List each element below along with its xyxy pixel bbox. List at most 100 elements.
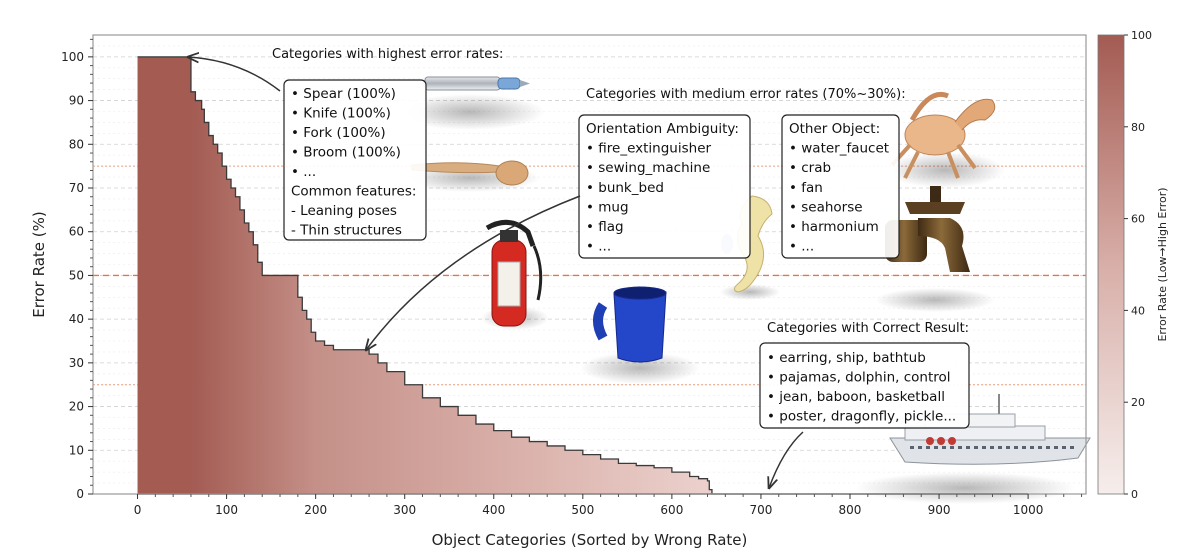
plot-area: Categories with highest error rates: • Sp…: [92, 34, 1091, 504]
drop-shadow: [395, 94, 545, 130]
ship-window: [1030, 446, 1034, 449]
spear-shaft: [424, 76, 501, 91]
plot-frame: [92, 34, 1087, 495]
y-tick-label: 70: [69, 181, 84, 195]
y-tick-label: 20: [69, 400, 84, 414]
ship-window: [950, 446, 954, 449]
object-images: [395, 76, 1091, 504]
ship-hull: [889, 437, 1091, 465]
correct-line: • jean, baboon, basketball: [767, 389, 945, 405]
drop-shadow: [875, 288, 995, 312]
colorbar-tick-label: 60: [1131, 213, 1145, 226]
mug-body: [613, 291, 667, 363]
highest-line: • ...: [291, 164, 316, 180]
x-tick-label: 500: [571, 503, 594, 517]
colorbar-label: Error Rate (Low→High Error): [1156, 187, 1169, 341]
faucet-spout: [918, 218, 970, 272]
extinguisher-hose-lower: [532, 245, 543, 301]
y-axis-title: Error Rate (%): [30, 211, 48, 317]
crab-shell: [904, 114, 966, 156]
x-tick-label: 800: [839, 503, 862, 517]
orientation-line: • sewing_machine: [586, 160, 710, 176]
orientation-box: [578, 114, 751, 259]
correct-line: • earring, ship, bathtub: [767, 350, 926, 366]
ship-window: [998, 446, 1002, 449]
colorbar: 0 20 40 60 80 100 Error Rate (Low→High Error): [1097, 29, 1169, 501]
ship-window: [982, 446, 986, 449]
faucet-wing: [905, 202, 965, 214]
y-tick-label: 90: [69, 94, 84, 108]
highest-line: • Spear (100%): [291, 86, 396, 102]
highest-heading: Categories with highest error rates:: [272, 47, 503, 62]
highest-line: • Broom (100%): [291, 145, 401, 161]
extinguisher-hose: [485, 219, 536, 247]
x-tick-label: 600: [660, 503, 683, 517]
orientation-line: • mug: [586, 199, 629, 215]
spear-tip: [520, 80, 530, 87]
ship-window: [942, 446, 946, 449]
ship-window: [934, 446, 938, 449]
spear-grip: [497, 77, 521, 90]
error-rate-line: [137, 56, 1029, 495]
drop-shadow: [720, 284, 780, 300]
ship-window: [918, 446, 922, 449]
colorbar-tick-label: 0: [1131, 488, 1138, 501]
x-tick-label: 900: [928, 503, 951, 517]
y-tick-label: 0: [76, 487, 84, 501]
annotations: Categories with highest error rates: • Sp…: [188, 47, 970, 488]
mug-rim: [613, 286, 667, 300]
ship-window: [910, 446, 914, 449]
colorbar-tick-label: 100: [1131, 29, 1152, 42]
drop-shadow: [855, 472, 1075, 504]
y-tick-label: 60: [69, 225, 84, 239]
ship-window: [926, 446, 930, 449]
other-object-box: [781, 114, 900, 259]
y-tick-label: 30: [69, 356, 84, 370]
orientation-line: • bunk_bed: [586, 180, 664, 196]
crab-claw-left: [909, 92, 950, 122]
spear-image: [424, 76, 530, 91]
correct-line: • poster, dragonfly, pickle...: [767, 409, 956, 425]
arrow-medium: [366, 195, 581, 350]
ship-window: [1014, 446, 1018, 449]
ship-window: [1006, 446, 1010, 449]
correct-line: • pajamas, dolphin, control: [767, 370, 951, 386]
spoon-image: [411, 160, 529, 186]
orientation-line: Orientation Ambiguity:: [586, 121, 739, 137]
x-axis-title: Object Categories (Sorted by Wrong Rate): [432, 531, 748, 549]
fire-extinguisher-image: [485, 219, 543, 327]
colorbar-scale: [1097, 34, 1125, 495]
arrow-correct: [769, 431, 804, 488]
other-object-line: • crab: [789, 160, 831, 176]
faucet-handle: [930, 186, 941, 206]
ship-window: [1054, 446, 1058, 449]
correct-heading: Categories with Correct Result:: [767, 321, 969, 336]
highest-box: [283, 79, 427, 241]
y-tick-label: 80: [69, 137, 84, 151]
ship-window: [974, 446, 978, 449]
ship-window: [990, 446, 994, 449]
colorbar-tick-label: 20: [1131, 396, 1145, 409]
crab-legs: [890, 143, 977, 179]
ship-window: [966, 446, 970, 449]
x-tick-label: 400: [482, 503, 505, 517]
ship-lifeboat: [948, 437, 956, 445]
mug-image: [593, 286, 667, 363]
y-tick-label: 50: [69, 268, 84, 282]
drop-shadow: [580, 352, 700, 384]
other-object-line: • seahorse: [789, 199, 863, 215]
other-object-line: Other Object:: [789, 121, 880, 137]
orientation-line: • ...: [586, 239, 611, 255]
drop-shadow: [885, 152, 1005, 188]
ship-lifeboat: [937, 437, 945, 445]
other-object-line: • ...: [789, 239, 814, 255]
highest-line: - Leaning poses: [291, 203, 397, 219]
ship-window: [1062, 446, 1066, 449]
medium-heading: Categories with medium error rates (70%~…: [586, 87, 906, 102]
axes: 0 100 200 300 400 500 600 700 800 900 1000 0 10 20 30 4…: [30, 38, 1083, 549]
extinguisher-label: [497, 261, 521, 307]
highest-line: - Thin structures: [291, 223, 402, 239]
x-tick-label: 0: [134, 503, 142, 517]
correct-box: [759, 342, 970, 429]
